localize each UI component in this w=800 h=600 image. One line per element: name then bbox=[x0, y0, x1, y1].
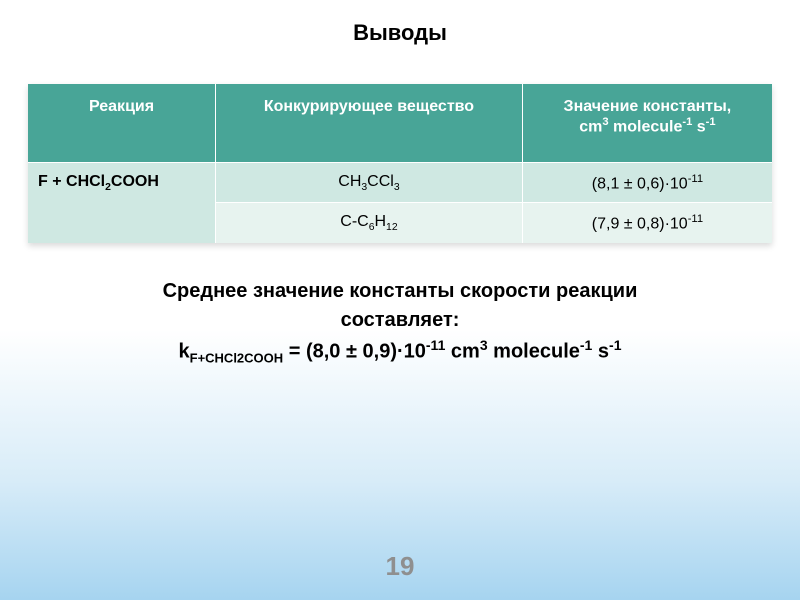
col-reaction: Реакция bbox=[28, 84, 216, 163]
summary-block: Среднее значение константы скорости реак… bbox=[28, 277, 772, 369]
slide-title: Выводы bbox=[28, 20, 772, 46]
cell-competitor: CH3CCl3 bbox=[216, 163, 523, 203]
results-table: Реакция Конкурирующее вещество Значение … bbox=[28, 84, 772, 243]
table-row: F + CHCl2COOH CH3CCl3 (8,1 ± 0,6)·10-11 bbox=[28, 163, 772, 203]
summary-formula: kF+CHCl2COOH = (8,0 ± 0,9)·10-11 cm3 mol… bbox=[28, 335, 772, 369]
summary-line1: Среднее значение константы скорости реак… bbox=[28, 277, 772, 306]
cell-competitor: C-C6H12 bbox=[216, 203, 523, 243]
col-competitor: Конкурирующее вещество bbox=[216, 84, 523, 163]
page-number: 19 bbox=[0, 551, 800, 582]
slide: Выводы Реакция Конкурирующее вещество Зн… bbox=[0, 0, 800, 600]
cell-value: (7,9 ± 0,8)·10-11 bbox=[522, 203, 772, 243]
cell-value: (8,1 ± 0,6)·10-11 bbox=[522, 163, 772, 203]
col-constant: Значение константы,cm3 molecule-1 s-1 bbox=[522, 84, 772, 163]
cell-reaction: F + CHCl2COOH bbox=[28, 163, 216, 243]
summary-line2: составляет: bbox=[28, 306, 772, 335]
table-header-row: Реакция Конкурирующее вещество Значение … bbox=[28, 84, 772, 163]
